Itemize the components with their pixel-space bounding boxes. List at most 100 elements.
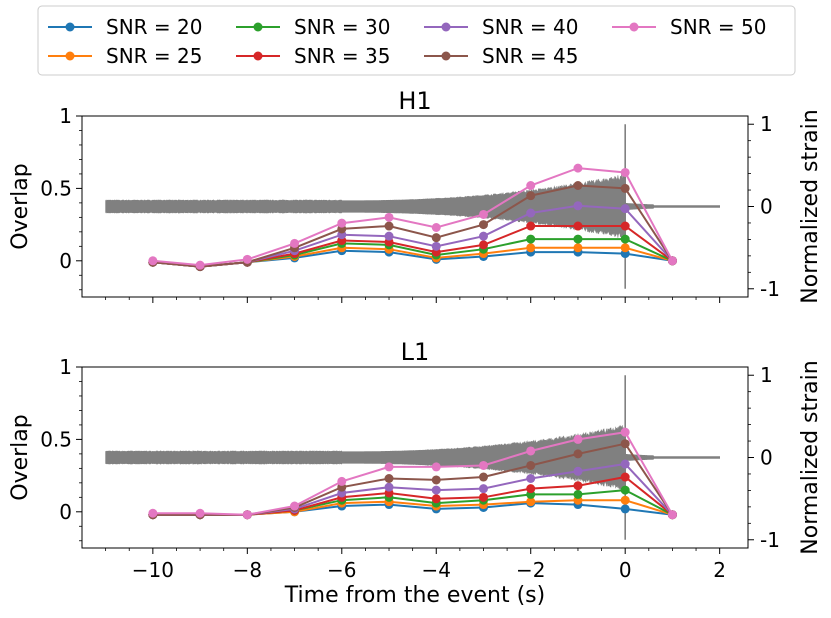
y-right-axis-label: Normalized strain: [798, 109, 823, 303]
data-point-snr-50: [337, 476, 347, 486]
legend-marker-snr-30: [253, 22, 263, 32]
data-point-snr-50: [667, 256, 677, 266]
y-right-tick-label: 0: [760, 446, 773, 470]
y-tick-label: 0: [59, 249, 72, 273]
data-point-snr-50: [148, 508, 158, 518]
data-point-snr-45: [573, 181, 583, 191]
data-point-snr-25: [573, 243, 583, 253]
legend-label-snr-50: SNR = 50: [670, 15, 766, 39]
y-right-axis-label: Normalized strain: [798, 360, 823, 554]
data-point-snr-50: [431, 462, 441, 472]
legend-marker-snr-25: [65, 51, 75, 61]
legend-frame: [37, 5, 796, 76]
x-tick-label: −4: [422, 558, 451, 582]
panel-l1: L1 0 0.5 1 Overlap -1 0 1 Normalized strain: [8, 338, 823, 555]
x-axis: −10 −8 −6 −4 −2 0 2 Time from the event (s): [132, 558, 726, 608]
data-point-snr-45: [573, 449, 583, 459]
data-point-snr-50: [337, 218, 347, 228]
y-axis-label: Overlap: [8, 163, 33, 249]
data-point-snr-50: [573, 434, 583, 444]
data-point-snr-30: [526, 234, 536, 244]
data-point-snr-45: [478, 220, 488, 230]
series-line-snr-50: [152, 431, 674, 516]
panel-title: H1: [398, 87, 431, 115]
data-point-snr-50: [384, 462, 394, 472]
data-point-snr-30: [573, 489, 583, 499]
series-line-snr-45: [152, 184, 674, 268]
data-point-snr-20: [620, 504, 630, 514]
data-point-snr-40: [526, 208, 536, 218]
x-tick-label: −8: [233, 558, 262, 582]
x-tick-label: −2: [516, 558, 545, 582]
data-point-snr-50: [620, 427, 630, 437]
data-point-snr-40: [431, 241, 441, 251]
y-tick-label: 0.5: [40, 427, 72, 451]
data-point-snr-50: [195, 508, 205, 518]
data-point-snr-25: [620, 243, 630, 253]
data-point-snr-40: [620, 459, 630, 469]
panel-h1: H1 0 0.5 1 Overlap -1 0 1 Normalized strain: [8, 87, 823, 304]
data-point-snr-40: [478, 484, 488, 494]
legend-label-snr-45: SNR = 45: [482, 44, 578, 68]
data-point-snr-30: [620, 234, 630, 244]
data-point-snr-50: [620, 167, 630, 177]
panel-title: L1: [401, 338, 430, 366]
data-point-snr-50: [384, 212, 394, 222]
y-right-tick-label: 1: [760, 363, 773, 387]
data-point-snr-35: [620, 221, 630, 231]
data-point-snr-40: [573, 201, 583, 211]
strain-waveform-band: [105, 173, 721, 240]
data-point-snr-50: [478, 460, 488, 470]
data-point-snr-35: [478, 240, 488, 250]
series-line-snr-50: [152, 167, 674, 267]
y-tick-label: 0.5: [40, 176, 72, 200]
data-point-snr-25: [620, 495, 630, 505]
legend-marker-snr-50: [629, 22, 639, 32]
legend-marker-snr-35: [253, 51, 263, 61]
data-point-snr-40: [620, 204, 630, 214]
series-line-snr-35: [152, 475, 674, 516]
data-point-snr-50: [242, 510, 252, 520]
data-point-snr-50: [573, 163, 583, 173]
data-point-snr-40: [431, 485, 441, 495]
data-point-snr-50: [667, 510, 677, 520]
data-point-snr-35: [573, 221, 583, 231]
x-tick-label: 0: [619, 558, 632, 582]
data-point-snr-50: [526, 181, 536, 191]
data-point-snr-35: [478, 492, 488, 502]
legend-marker-snr-45: [441, 51, 451, 61]
data-point-snr-50: [431, 222, 441, 232]
data-point-snr-50: [242, 254, 252, 264]
data-point-snr-40: [384, 231, 394, 241]
data-point-snr-40: [526, 473, 536, 483]
data-point-snr-40: [478, 231, 488, 241]
data-point-snr-50: [290, 238, 300, 248]
series-line-snr-30: [152, 489, 673, 516]
legend-label-snr-35: SNR = 35: [294, 44, 390, 68]
data-point-snr-25: [526, 243, 536, 253]
data-point-snr-50: [526, 446, 536, 456]
legend-marker-snr-20: [65, 22, 75, 32]
data-point-snr-45: [431, 475, 441, 485]
y-tick-label: 0: [59, 500, 72, 524]
legend: SNR = 20 SNR = 25 SNR = 30 SNR = 35 SNR = 40…: [37, 5, 796, 76]
x-tick-label: 2: [713, 558, 726, 582]
data-point-snr-40: [573, 466, 583, 476]
data-point-snr-50: [290, 501, 300, 511]
data-point-snr-50: [478, 209, 488, 219]
data-point-snr-25: [526, 497, 536, 507]
data-point-snr-30: [620, 485, 630, 495]
data-point-snr-45: [384, 221, 394, 231]
y-right-tick-label: -1: [760, 277, 780, 301]
data-point-snr-45: [478, 472, 488, 482]
data-point-snr-45: [431, 233, 441, 243]
legend-label-snr-25: SNR = 25: [106, 44, 202, 68]
data-point-snr-35: [620, 472, 630, 482]
data-point-snr-30: [573, 234, 583, 244]
y-right-tick-label: -1: [760, 528, 780, 552]
data-point-snr-35: [526, 484, 536, 494]
legend-label-snr-20: SNR = 20: [106, 15, 202, 39]
legend-label-snr-40: SNR = 40: [482, 15, 578, 39]
x-axis-label: Time from the event (s): [284, 583, 545, 608]
